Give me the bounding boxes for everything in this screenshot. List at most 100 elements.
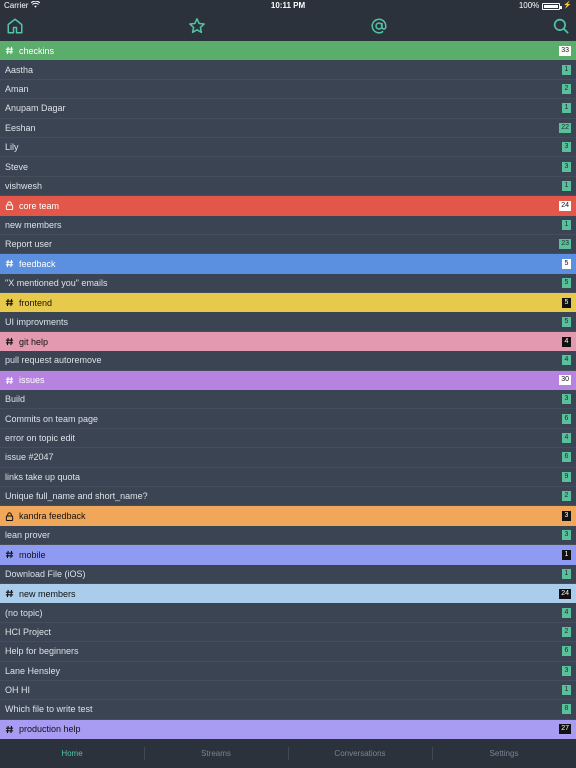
stream-name: frontend: [19, 297, 53, 308]
lock-icon: [5, 511, 14, 521]
stream-row-issues[interactable]: issues 30: [0, 370, 576, 391]
topic-row[interactable]: error on topic edit 4: [0, 428, 576, 449]
tab-settings[interactable]: Settings: [432, 739, 576, 768]
stream-row-git-help[interactable]: git help 4: [0, 331, 576, 352]
topic-name: Lane Hensley: [5, 665, 61, 676]
topic-name: Aman: [5, 83, 29, 94]
unread-count-badge: 4: [562, 355, 571, 366]
unread-count-badge: 3: [562, 529, 571, 540]
topic-row[interactable]: links take up quota 9: [0, 467, 576, 487]
unread-count-badge: 3: [562, 394, 571, 405]
topic-row[interactable]: pull request autoremove 4: [0, 351, 576, 371]
topic-name: "X mentioned you" emails: [5, 277, 108, 288]
topic-row[interactable]: Lily 3: [0, 137, 576, 158]
topic-row[interactable]: Lane Hensley 3: [0, 661, 576, 681]
unread-count-badge: 2: [562, 626, 571, 637]
home-icon[interactable]: [6, 17, 24, 35]
unread-count-badge: 6: [562, 413, 571, 424]
stream-row-checkins[interactable]: checkins 33: [0, 41, 576, 61]
top-navigation: [0, 12, 576, 41]
topic-row[interactable]: Unique full_name and short_name? 2: [0, 486, 576, 507]
hash-icon: [5, 725, 14, 734]
topic-name: UI improvments: [5, 316, 69, 327]
stream-row-new-members[interactable]: new members 24: [0, 583, 576, 604]
stream-row-feedback[interactable]: feedback 5: [0, 254, 576, 274]
hash-icon: [5, 589, 14, 598]
unread-count-badge: 6: [562, 646, 571, 657]
tab-home[interactable]: Home: [61, 749, 83, 758]
battery-percent: 100%: [518, 1, 540, 10]
topic-row[interactable]: Anupam Dagar 1: [0, 99, 576, 119]
unread-count-badge: 2: [562, 491, 571, 502]
topic-name: links take up quota: [5, 471, 81, 482]
topic-row[interactable]: UI improvments 5: [0, 312, 576, 332]
topic-name: Lily: [5, 142, 19, 153]
topic-row[interactable]: vishwesh 1: [0, 176, 576, 197]
status-right: 100% ⚡: [519, 0, 572, 12]
topic-row[interactable]: Aastha 1: [0, 60, 576, 80]
stream-name: git help: [19, 336, 49, 347]
topic-row[interactable]: new members 1: [0, 215, 576, 235]
topic-name: vishwesh: [5, 180, 43, 191]
stream-row-kandra-feedback[interactable]: kandra feedback 3: [0, 506, 576, 526]
topic-row[interactable]: Download File (iOS) 1: [0, 564, 576, 584]
stream-name: mobile: [19, 549, 46, 560]
unread-count-badge: 2: [562, 83, 571, 94]
unread-count-badge: 4: [562, 607, 571, 618]
topic-row[interactable]: Report user 23: [0, 234, 576, 255]
star-icon[interactable]: [188, 17, 206, 35]
unread-count-badge: 5: [562, 277, 571, 288]
topic-row[interactable]: (no topic) 4: [0, 603, 576, 623]
unread-count-badge: 3: [562, 665, 571, 676]
status-left: Carrier: [4, 0, 41, 12]
stream-row-frontend[interactable]: frontend 5: [0, 293, 576, 313]
topic-name: new members: [5, 219, 62, 230]
hash-icon: [5, 46, 14, 55]
topic-row[interactable]: "X mentioned you" emails 5: [0, 273, 576, 294]
stream-name: new members: [19, 588, 76, 599]
search-icon[interactable]: [552, 17, 570, 35]
unread-count-badge: 3: [562, 511, 571, 522]
at-icon[interactable]: [370, 17, 388, 35]
status-time: 10:11 PM: [270, 1, 306, 10]
lock-icon: [5, 201, 14, 211]
topic-row[interactable]: issue #2047 6: [0, 448, 576, 468]
unread-count-badge: 1: [562, 685, 571, 696]
unread-count-badge: 33: [559, 45, 571, 56]
unread-count-badge: 1: [562, 219, 571, 230]
unread-count-badge: 4: [562, 336, 571, 347]
topic-row[interactable]: Which file to write test 8: [0, 700, 576, 720]
topic-name: Commits on team page: [5, 413, 99, 424]
stream-row-mobile[interactable]: mobile 1: [0, 545, 576, 565]
topic-name: Anupam Dagar: [5, 103, 66, 114]
unread-count-badge: 4: [562, 433, 571, 443]
charging-icon: ⚡: [563, 2, 572, 9]
hash-icon: [5, 259, 14, 268]
tab-conversations[interactable]: Conversations: [288, 739, 432, 768]
stream-name: core team: [19, 200, 60, 211]
stream-name: feedback: [19, 258, 56, 269]
topic-name: Which file to write test: [5, 704, 93, 715]
topic-name: Unique full_name and short_name?: [5, 491, 148, 502]
stream-row-production-help[interactable]: production help 27: [0, 719, 576, 740]
topic-name: issue #2047: [5, 452, 54, 463]
topic-row[interactable]: Aman 2: [0, 79, 576, 100]
tab-streams[interactable]: Streams: [144, 739, 288, 768]
stream-row-core-team[interactable]: core team 24: [0, 196, 576, 216]
unread-count-badge: 8: [562, 704, 571, 715]
topic-row[interactable]: HCI Project 2: [0, 622, 576, 643]
topic-name: OH HI: [5, 685, 31, 696]
topic-name: Eeshan: [5, 122, 36, 133]
unread-count-badge: 23: [559, 239, 571, 250]
topic-row[interactable]: Help for beginners 6: [0, 642, 576, 662]
unread-count-badge: 5: [562, 297, 571, 308]
topic-row[interactable]: Steve 3: [0, 157, 576, 177]
topic-row[interactable]: Eeshan 22: [0, 118, 576, 138]
topic-row[interactable]: OH HI 1: [0, 680, 576, 701]
tab-bar: Home Streams Conversations Settings: [0, 739, 576, 768]
topic-row[interactable]: Commits on team page 6: [0, 409, 576, 429]
topic-row[interactable]: Build 3: [0, 390, 576, 410]
hash-icon: [5, 550, 14, 559]
topic-name: (no topic): [5, 607, 43, 618]
topic-row[interactable]: lean prover 3: [0, 525, 576, 546]
